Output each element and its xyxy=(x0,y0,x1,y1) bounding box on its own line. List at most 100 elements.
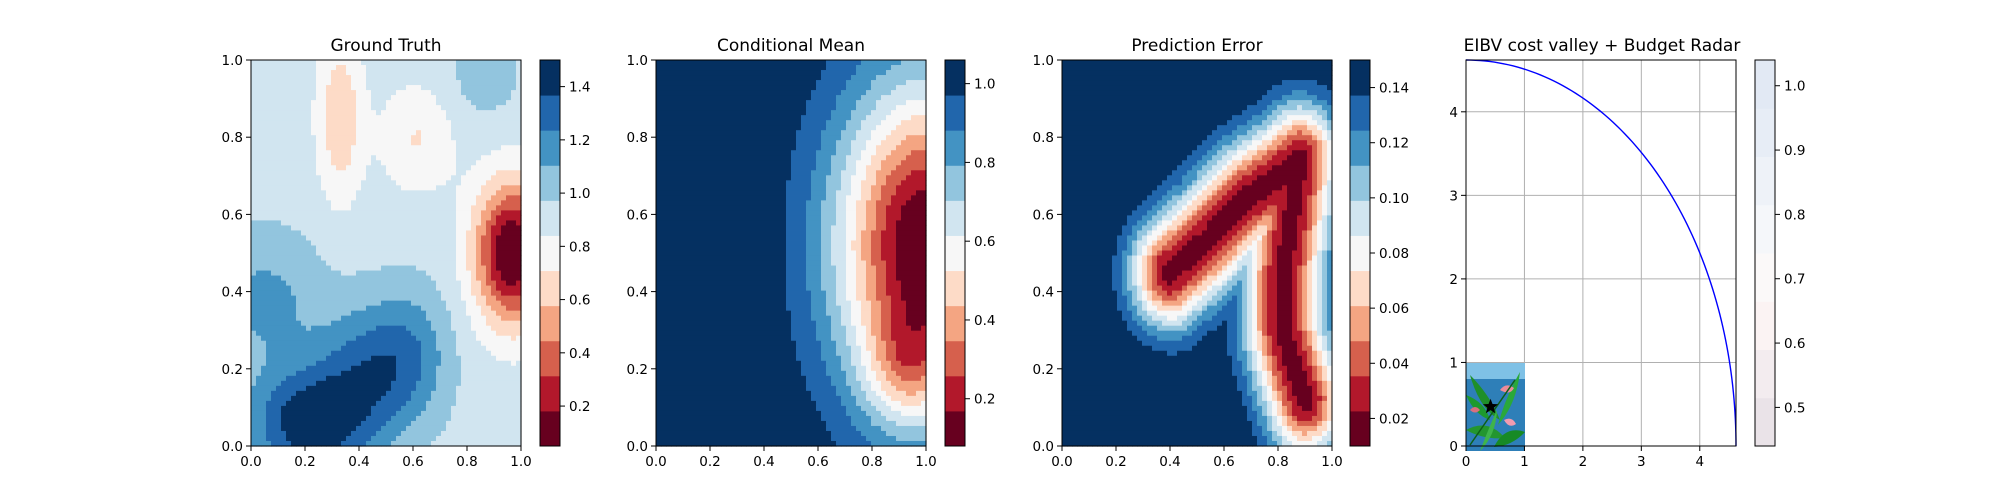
contour-cell xyxy=(446,245,452,252)
contour-cell xyxy=(311,265,317,272)
contour-cell xyxy=(441,240,447,247)
contour-cell xyxy=(706,100,712,106)
contour-cell xyxy=(401,420,407,427)
contour-cell xyxy=(351,95,357,101)
contour-cell xyxy=(341,90,347,96)
contour-cell xyxy=(691,295,697,302)
contour-cell xyxy=(396,380,402,387)
contour-cell xyxy=(691,270,697,277)
contour-cell xyxy=(401,330,407,337)
contour-cell xyxy=(301,300,307,307)
contour-cell xyxy=(491,245,497,252)
contour-cell xyxy=(696,95,702,101)
contour-cell xyxy=(301,110,307,116)
contour-cell xyxy=(476,200,482,206)
contour-cell xyxy=(321,350,327,357)
contour-cell xyxy=(441,380,447,387)
contour-cell xyxy=(306,190,312,196)
contour-cell xyxy=(326,190,332,196)
contour-cell xyxy=(516,290,522,297)
contour-cell xyxy=(516,230,522,237)
contour-cell xyxy=(516,380,522,387)
contour-cell xyxy=(366,290,372,297)
contour-cell xyxy=(296,190,302,196)
contour-cell xyxy=(501,195,507,201)
contour-cell xyxy=(506,300,512,307)
contour-cell xyxy=(321,420,327,427)
contour-cell xyxy=(251,290,257,297)
contour-cell xyxy=(391,260,397,267)
contour-cell xyxy=(446,280,452,287)
contour-cell xyxy=(316,185,322,191)
contour-cell xyxy=(386,385,392,392)
contour-cell xyxy=(386,430,392,437)
contour-cell xyxy=(431,205,437,211)
contour-cell xyxy=(301,120,307,126)
contour-cell xyxy=(431,145,437,151)
contour-cell xyxy=(301,145,307,151)
contour-cell xyxy=(476,185,482,191)
contour-cell xyxy=(451,95,457,101)
contour-cell xyxy=(451,125,457,131)
contour-cell xyxy=(436,135,442,141)
contour-cell xyxy=(421,85,427,91)
contour-cell xyxy=(491,175,497,181)
contour-cell xyxy=(276,195,282,201)
contour-cell xyxy=(456,295,462,302)
contour-cell xyxy=(321,385,327,392)
contour-cell xyxy=(366,205,372,211)
contour-cell xyxy=(496,185,502,191)
contour-cell xyxy=(516,250,522,257)
colorbar-band xyxy=(540,305,560,342)
contour-cell xyxy=(421,205,427,211)
contour-cell xyxy=(686,435,692,442)
contour-cell xyxy=(666,370,672,377)
contour-cell xyxy=(386,275,392,282)
contour-cell xyxy=(701,250,707,257)
contour-cell xyxy=(356,75,362,81)
contour-cell xyxy=(696,155,702,161)
x-tick-label: 1.0 xyxy=(510,454,531,470)
contour-cell xyxy=(311,300,317,307)
contour-cell xyxy=(386,280,392,287)
contour-cell xyxy=(421,410,427,417)
contour-cell xyxy=(311,280,317,287)
contour-cell xyxy=(696,65,702,71)
contour-cell xyxy=(451,195,457,201)
contour-cell xyxy=(376,300,382,307)
contour-cell xyxy=(666,360,672,367)
contour-cell xyxy=(351,320,357,327)
contour-cell xyxy=(691,305,697,312)
contour-cell xyxy=(326,105,332,111)
contour-cell xyxy=(436,190,442,196)
contour-cell xyxy=(251,130,257,136)
contour-cell xyxy=(666,185,672,191)
contour-cell xyxy=(401,205,407,211)
contour-cell xyxy=(436,230,442,237)
contour-cell xyxy=(356,325,362,332)
contour-cell xyxy=(331,315,337,322)
contour-cell xyxy=(281,235,287,242)
contour-cell xyxy=(271,140,277,146)
contour-cell xyxy=(411,355,417,362)
contour-cell xyxy=(321,280,327,287)
contour-cell xyxy=(486,175,492,181)
contour-cell xyxy=(256,260,262,267)
contour-cell xyxy=(406,210,412,216)
contour-cell xyxy=(471,165,477,171)
contour-cell xyxy=(406,220,412,227)
contour-cell xyxy=(356,195,362,201)
contour-cell xyxy=(671,255,677,262)
contour-cell xyxy=(686,140,692,146)
contour-cell xyxy=(366,60,372,66)
contour-cell xyxy=(681,395,687,402)
contour-cell xyxy=(351,380,357,387)
contour-cell xyxy=(681,100,687,106)
contour-cell xyxy=(446,90,452,96)
contour-cell xyxy=(391,115,397,121)
contour-cell xyxy=(291,70,297,76)
contour-cell xyxy=(416,360,422,367)
contour-cell xyxy=(696,85,702,91)
contour-cell xyxy=(686,240,692,247)
contour-cell xyxy=(506,110,512,116)
